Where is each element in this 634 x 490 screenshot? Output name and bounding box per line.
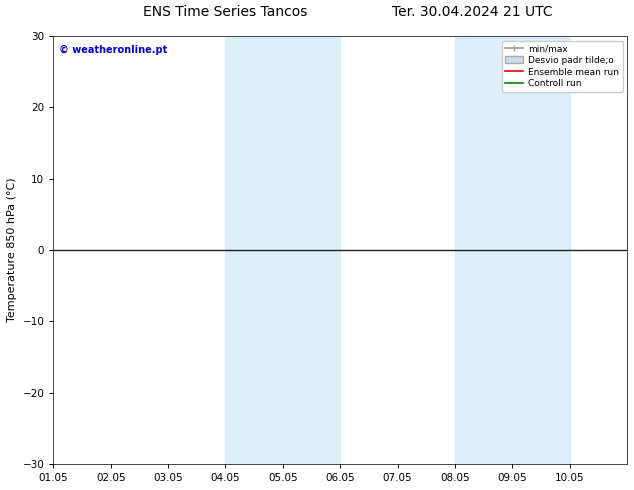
Legend: min/max, Desvio padr tilde;o, Ensemble mean run, Controll run: min/max, Desvio padr tilde;o, Ensemble m… — [501, 41, 623, 92]
Bar — [455, 36, 512, 464]
Text: ENS Time Series Tancos: ENS Time Series Tancos — [143, 5, 307, 19]
Bar — [226, 36, 283, 464]
Text: © weatheronline.pt: © weatheronline.pt — [59, 45, 167, 55]
Bar — [512, 36, 570, 464]
Text: Ter. 30.04.2024 21 UTC: Ter. 30.04.2024 21 UTC — [392, 5, 552, 19]
Bar — [283, 36, 340, 464]
Y-axis label: Temperature 850 hPa (°C): Temperature 850 hPa (°C) — [7, 178, 17, 322]
